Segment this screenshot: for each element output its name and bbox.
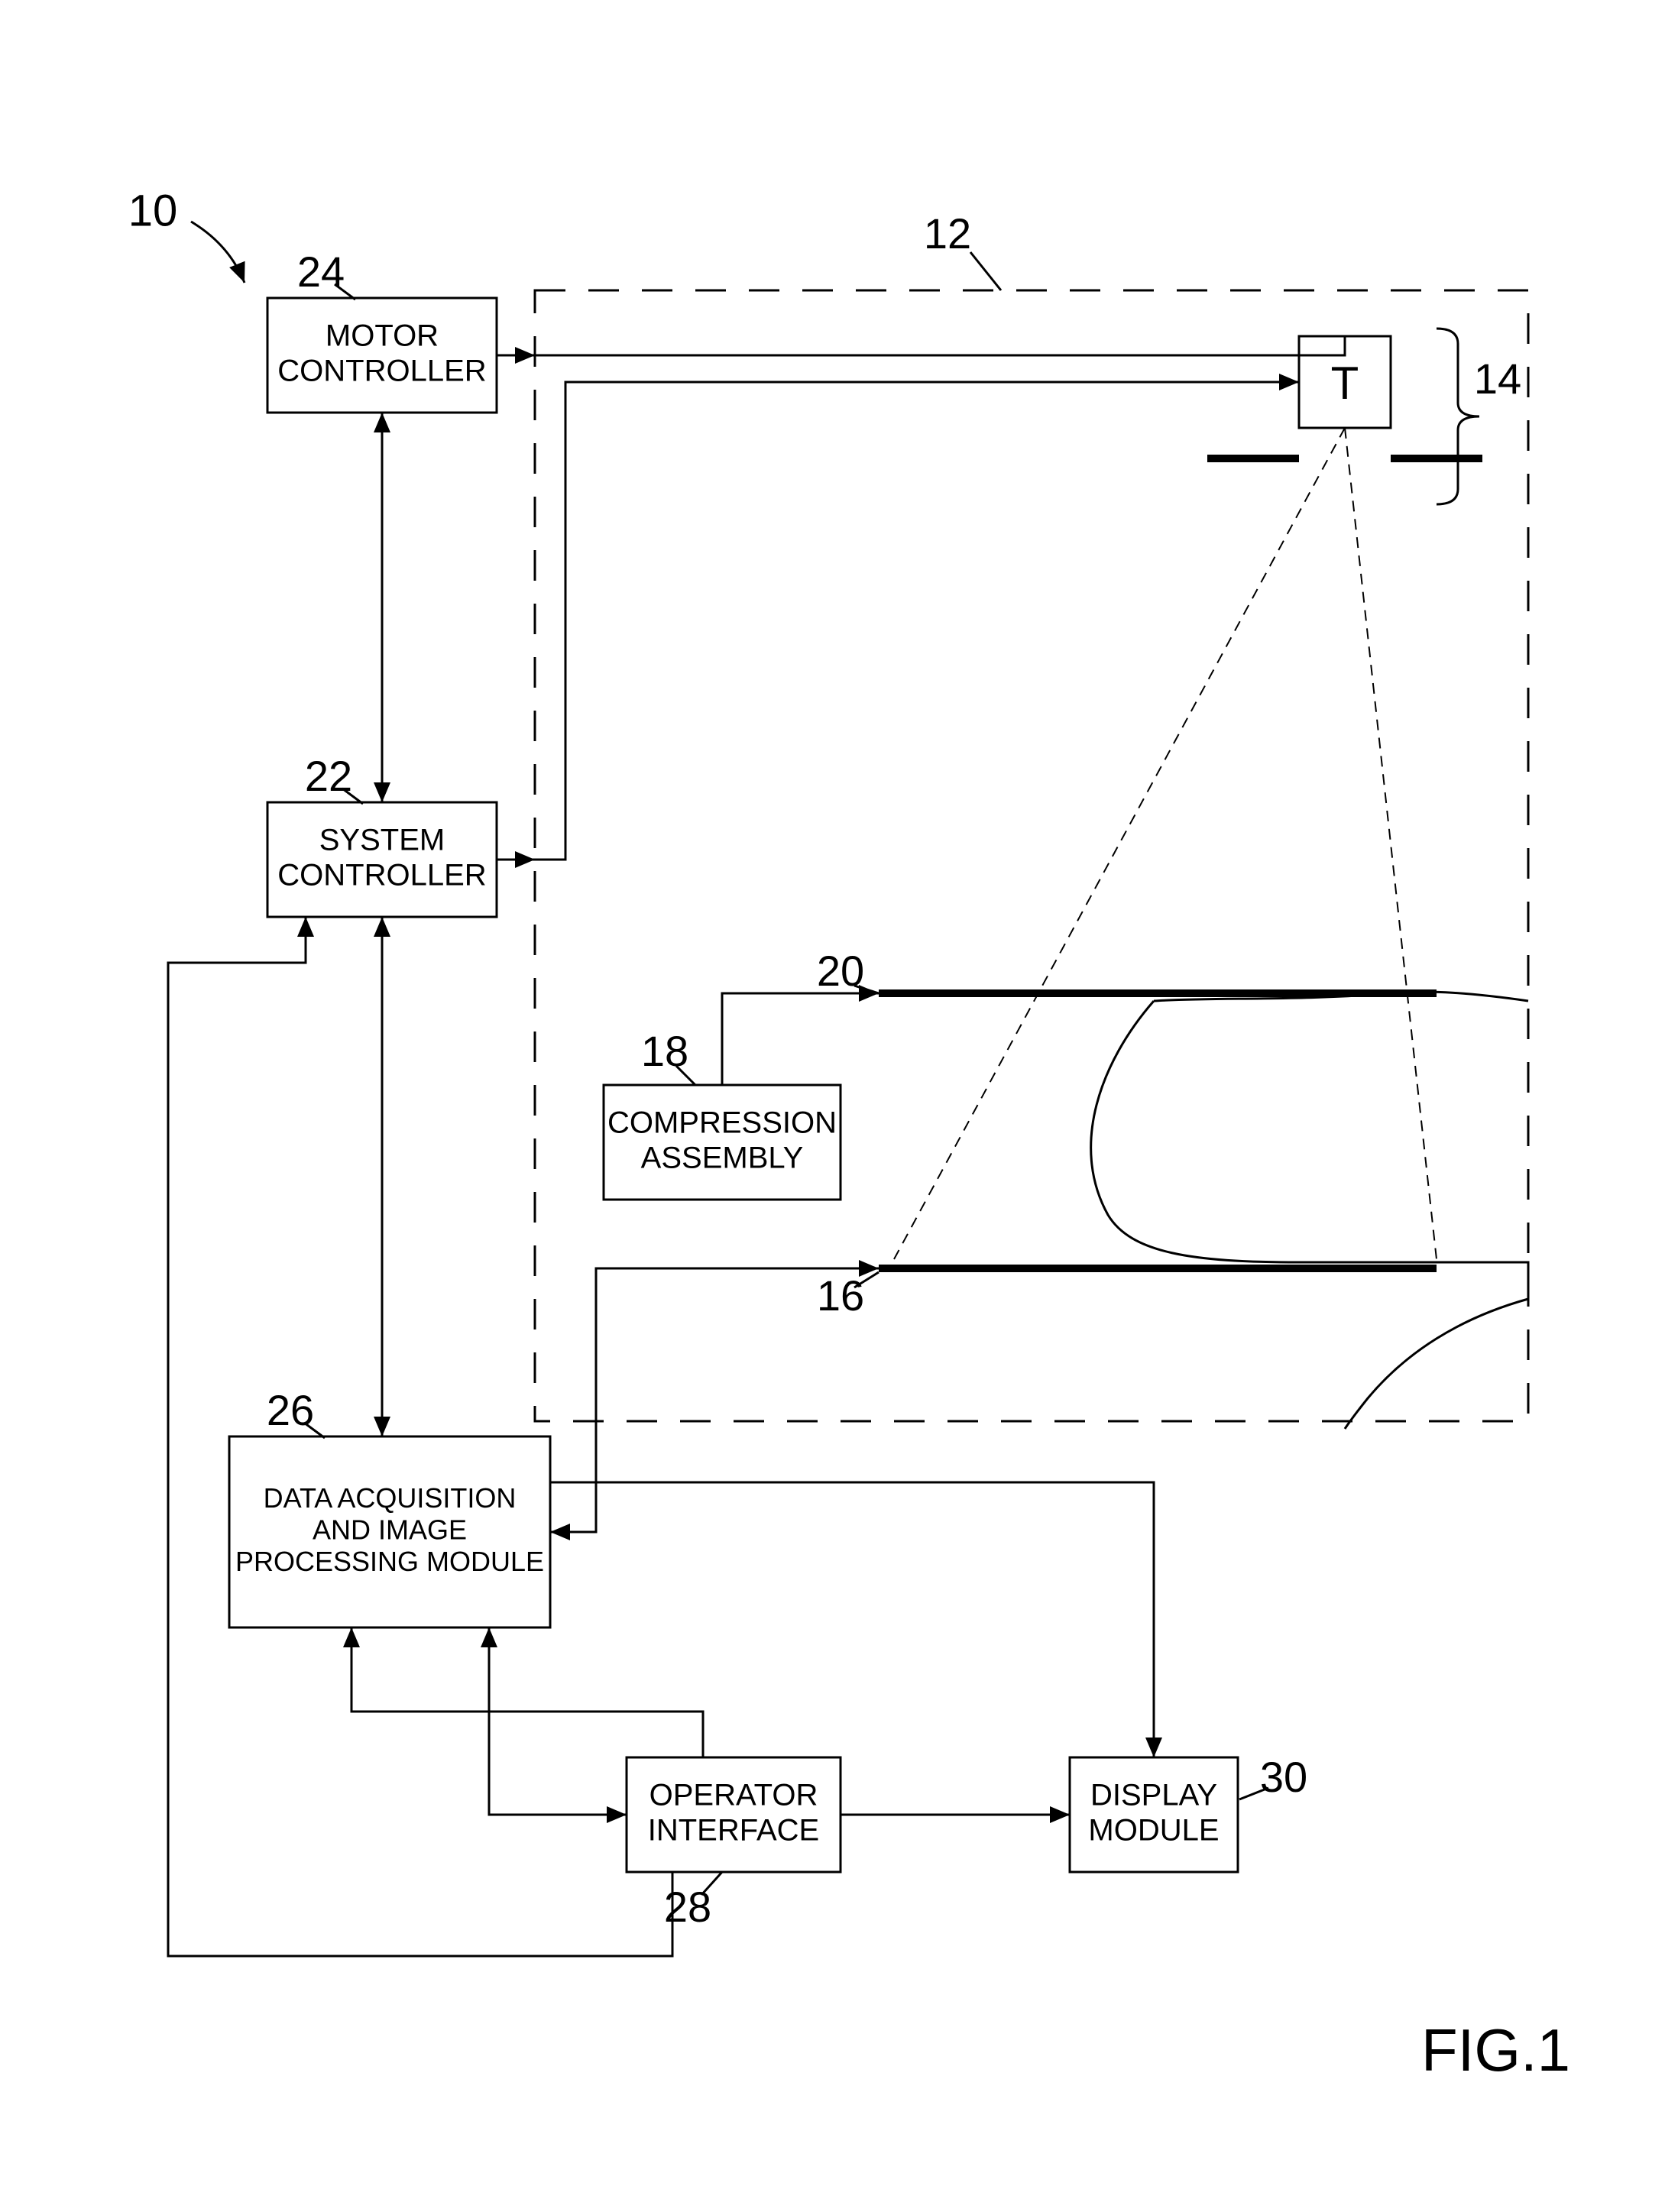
figure-label: FIG.1 (1421, 2016, 1570, 2084)
motor-controller-block-label: MOTOR (326, 319, 439, 353)
system-controller-block-label: SYSTEM (319, 824, 445, 857)
ref-14: 14 (1474, 355, 1521, 403)
operator-interface-block-label: INTERFACE (648, 1814, 819, 1848)
xray-beam-left (894, 428, 1345, 1259)
ref-28: 28 (664, 1883, 711, 1931)
compression-assembly-block-label: ASSEMBLY (641, 1142, 804, 1175)
daq-module-block-label: AND IMAGE (313, 1514, 467, 1546)
gantry-enclosure (535, 290, 1528, 1421)
motor-controller-block-label: CONTROLLER (277, 355, 486, 388)
daq-module-block-label: PROCESSING MODULE (235, 1546, 544, 1577)
xray-beam-right (1345, 428, 1437, 1259)
ref-18: 18 (641, 1027, 688, 1075)
daq-module-block-label: DATA ACQUISITION (264, 1482, 517, 1514)
display-module-block-label: MODULE (1088, 1814, 1219, 1848)
ref-30: 30 (1260, 1753, 1307, 1801)
ref-24: 24 (297, 248, 345, 296)
operator-interface-block-label: OPERATOR (649, 1779, 818, 1812)
compression-assembly-block-label: COMPRESSION (607, 1106, 837, 1140)
display-module-block-label: DISPLAY (1090, 1779, 1217, 1812)
ref-22: 22 (305, 752, 352, 800)
ref-26: 26 (267, 1386, 314, 1434)
ref-16: 16 (817, 1271, 864, 1320)
system-controller-block-label: CONTROLLER (277, 859, 486, 892)
tissue-outline (1091, 992, 1528, 1429)
xray-tube-label: T (1331, 358, 1359, 409)
ref-10: 10 (128, 186, 178, 235)
ref-12: 12 (924, 209, 971, 257)
source-brace (1437, 329, 1479, 504)
